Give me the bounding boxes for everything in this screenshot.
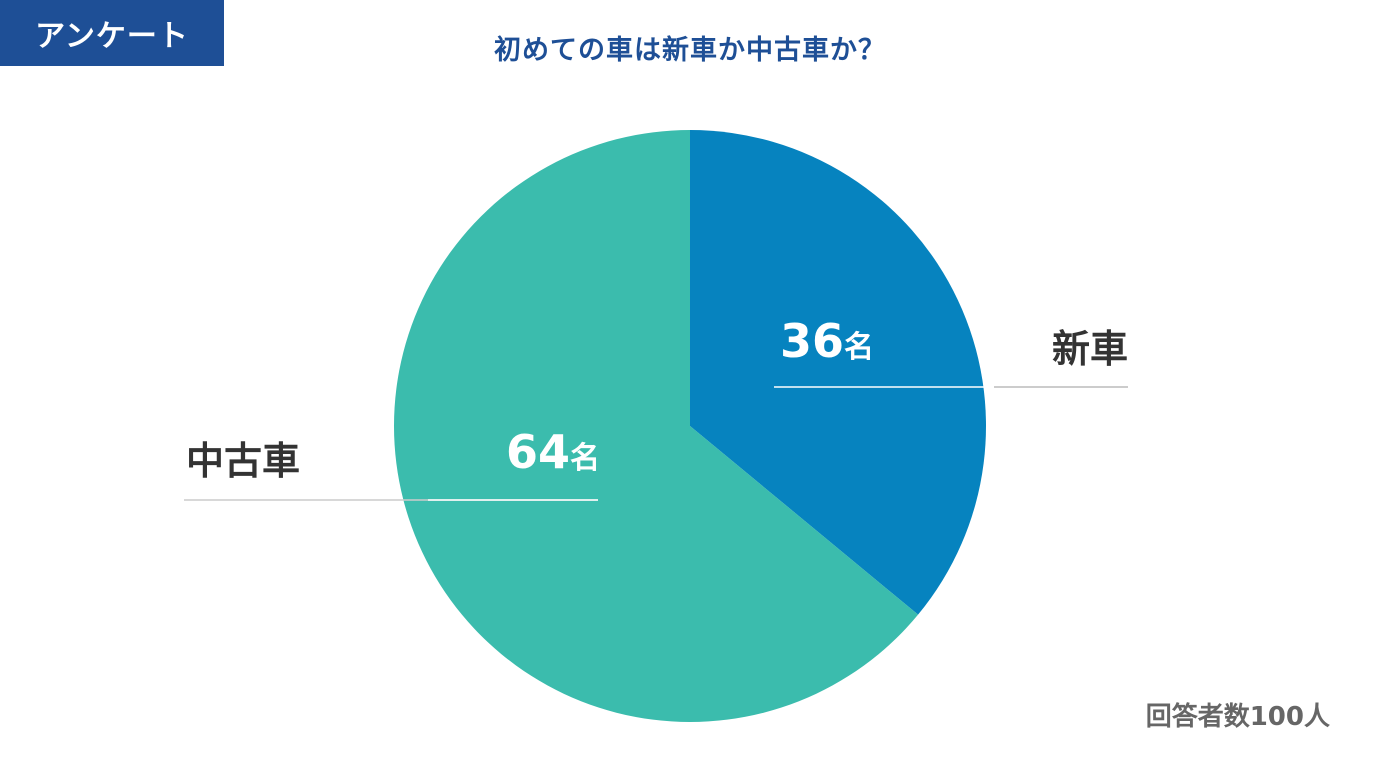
survey-tag: アンケート xyxy=(0,0,224,66)
value-label-0: 36名 xyxy=(780,314,874,368)
pie-slice-1 xyxy=(393,130,919,723)
slice-labels: 36名 新車 64名 中古車 xyxy=(186,314,1128,483)
pie-slices xyxy=(393,130,986,723)
pie-slice-0 xyxy=(690,130,986,615)
leader-lines xyxy=(184,386,1128,501)
value-label-1: 64名 xyxy=(506,425,600,479)
respondent-count: 回答者数100人 xyxy=(1145,702,1330,732)
category-label-1: 中古車 xyxy=(186,439,300,483)
chart-title: 初めての車は新車か中古車か？ xyxy=(494,35,886,66)
category-label-0: 新車 xyxy=(1052,327,1128,371)
